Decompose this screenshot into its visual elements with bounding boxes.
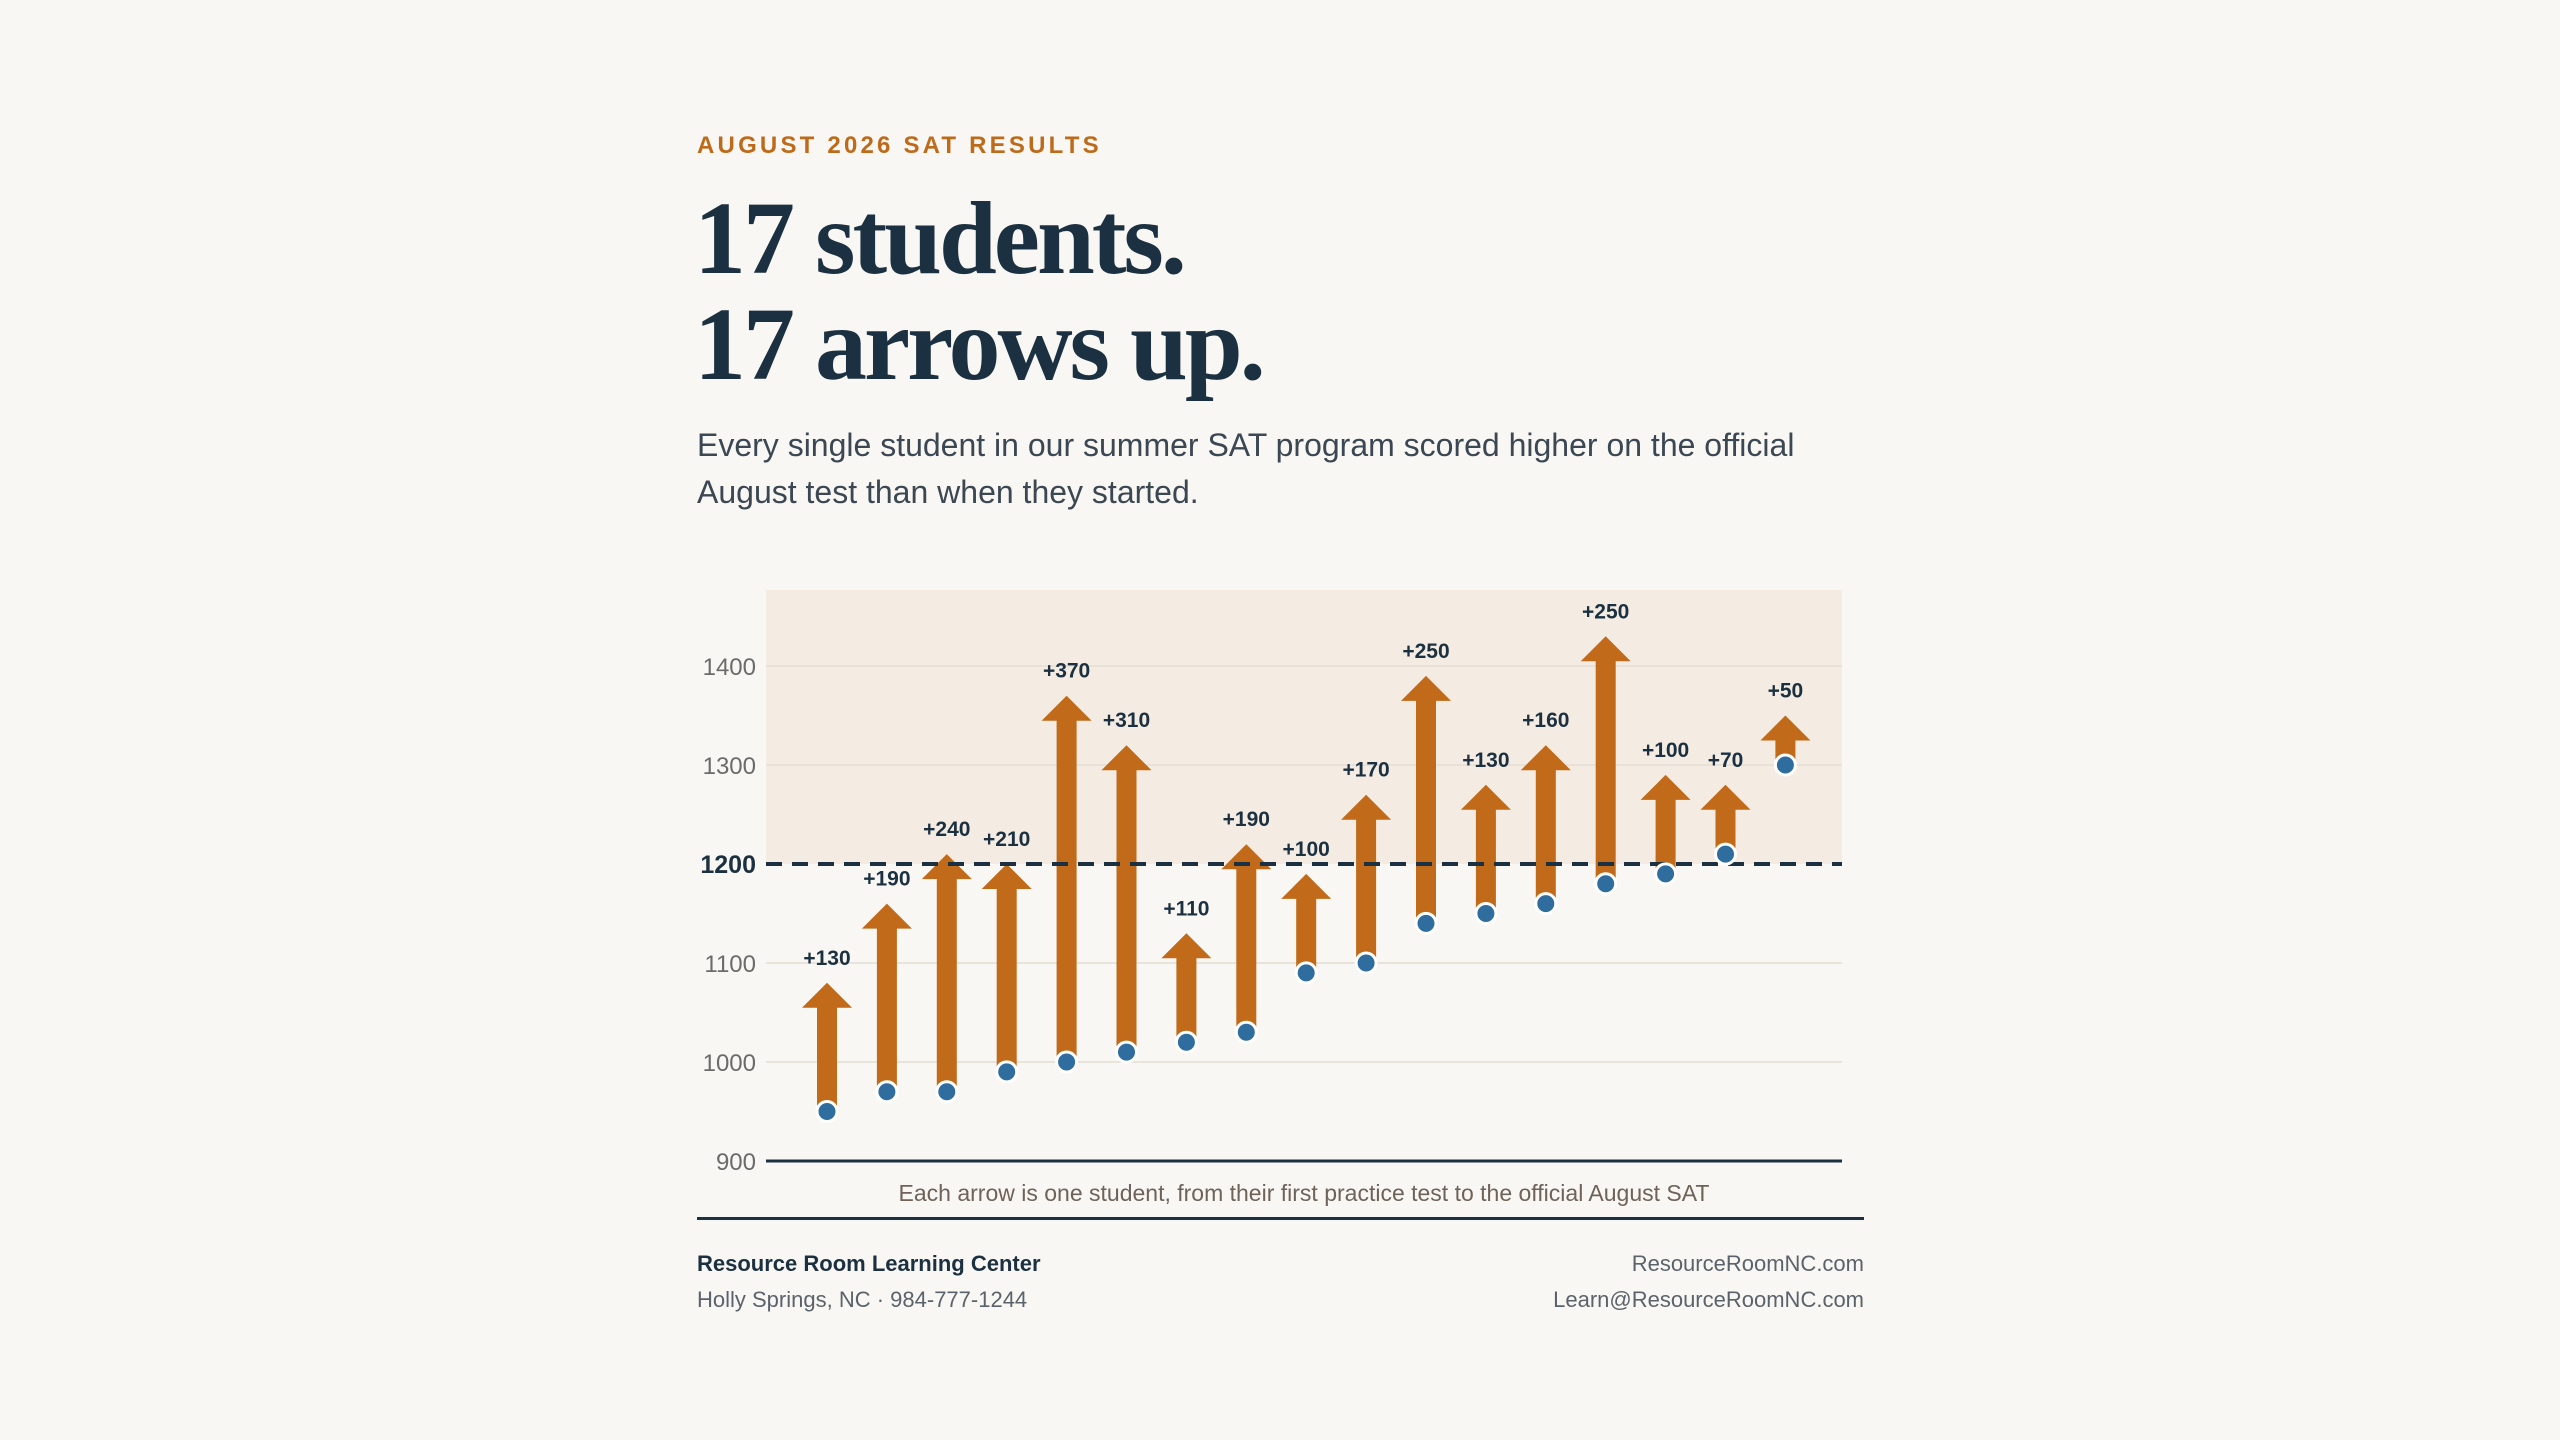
start-score-dot bbox=[1414, 911, 1438, 935]
start-score-dot bbox=[875, 1080, 899, 1104]
gain-label: +190 bbox=[1223, 808, 1270, 831]
student-arrow bbox=[1580, 636, 1631, 884]
student-arrow bbox=[1101, 745, 1152, 1053]
gain-label: +170 bbox=[1342, 759, 1389, 782]
student-arrow bbox=[1041, 695, 1092, 1062]
website-link[interactable]: ResourceRoomNC.com bbox=[1631, 1251, 1864, 1276]
start-score-dot bbox=[1234, 1020, 1258, 1044]
student-arrow bbox=[802, 982, 852, 1112]
y-tick-label: 1000 bbox=[703, 1050, 756, 1077]
start-score-dot bbox=[1594, 872, 1618, 896]
start-score-dot bbox=[935, 1080, 959, 1104]
gain-label: +210 bbox=[983, 828, 1030, 851]
start-score-dot bbox=[1474, 902, 1498, 925]
headline-line-1: 17 students. bbox=[694, 181, 1187, 296]
start-score-dot bbox=[1654, 862, 1678, 886]
start-score-dot bbox=[1294, 961, 1318, 985]
organization-address: Holly Springs, NC · 984-777-1244 bbox=[697, 1287, 1028, 1312]
start-score-dot bbox=[995, 1060, 1019, 1084]
footer-rule bbox=[697, 1217, 1864, 1220]
reference-tick-label: 1200 bbox=[700, 851, 756, 879]
email-link[interactable]: Learn@ResourceRoomNC.com bbox=[1553, 1287, 1864, 1312]
gain-label: +50 bbox=[1768, 680, 1804, 703]
student-arrow bbox=[1460, 784, 1511, 914]
start-score-dot bbox=[1773, 753, 1797, 777]
student-arrow bbox=[921, 854, 972, 1092]
start-score-dot bbox=[1534, 892, 1558, 916]
student-arrow bbox=[1700, 784, 1751, 855]
student-arrow bbox=[1760, 715, 1811, 765]
gain-label: +160 bbox=[1522, 709, 1569, 732]
gain-label: +100 bbox=[1642, 739, 1689, 762]
start-score-dot bbox=[1115, 1040, 1138, 1064]
start-score-dot bbox=[1714, 842, 1737, 866]
y-tick-label: 1300 bbox=[703, 753, 756, 780]
start-score-dot bbox=[1354, 951, 1378, 975]
organization-name: Resource Room Learning Center bbox=[697, 1251, 1041, 1276]
chart-caption: Each arrow is one student, from their fi… bbox=[899, 1180, 1710, 1206]
student-arrow bbox=[1281, 873, 1332, 973]
gain-label: +190 bbox=[863, 868, 910, 891]
headline-line-2: 17 arrows up. bbox=[694, 287, 1266, 402]
student-arrow bbox=[1221, 844, 1272, 1033]
gain-label: +110 bbox=[1163, 897, 1209, 920]
gain-label: +70 bbox=[1708, 749, 1744, 772]
start-score-dot bbox=[815, 1100, 839, 1123]
y-tick-label: 1400 bbox=[703, 654, 756, 681]
student-arrow bbox=[1640, 774, 1691, 874]
student-arrow bbox=[1520, 745, 1571, 904]
headline: 17 students. 17 arrows up. bbox=[694, 181, 1266, 402]
student-arrow bbox=[981, 864, 1032, 1072]
gain-label: +370 bbox=[1043, 660, 1090, 683]
y-tick-label: 900 bbox=[716, 1149, 756, 1176]
gain-label: +130 bbox=[803, 947, 850, 970]
student-arrow bbox=[1401, 675, 1451, 924]
gain-label: +130 bbox=[1462, 749, 1509, 772]
y-tick-label: 1100 bbox=[704, 951, 756, 978]
lede: Every single student in our summer SAT p… bbox=[697, 427, 1795, 510]
gain-label: +100 bbox=[1283, 838, 1330, 861]
eyebrow: AUGUST 2026 SAT RESULTS bbox=[697, 132, 1102, 159]
gain-label: +240 bbox=[923, 818, 970, 841]
student-arrow bbox=[861, 903, 912, 1092]
gain-label: +310 bbox=[1103, 709, 1150, 732]
gain-label: +250 bbox=[1402, 640, 1449, 663]
start-score-dot bbox=[1055, 1050, 1079, 1074]
student-arrow bbox=[1341, 794, 1392, 963]
start-score-dot bbox=[1174, 1030, 1198, 1054]
student-arrow bbox=[1161, 933, 1212, 1043]
gain-label: +250 bbox=[1582, 600, 1629, 623]
